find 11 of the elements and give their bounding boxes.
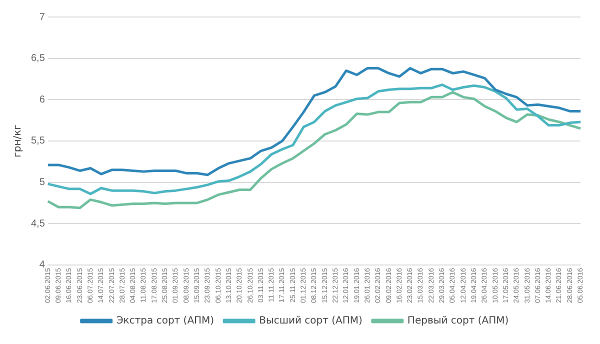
legend-label: Первый сорт (АПМ) xyxy=(407,316,509,327)
y-tick-label: 5 xyxy=(39,177,46,188)
y-tick-label: 4 xyxy=(39,260,46,271)
legend-label: Высший сорт (АПМ) xyxy=(259,316,363,327)
y-axis-title: грн/кг xyxy=(12,124,24,158)
y-tick-label: 6,5 xyxy=(30,53,46,64)
legend-label: Экстра сорт (АПМ) xyxy=(116,316,214,327)
y-tick-label: 6 xyxy=(39,94,46,106)
y-tick-label: 5,5 xyxy=(30,136,46,147)
y-tick-label: 4,5 xyxy=(30,218,46,230)
y-tick-label: 7 xyxy=(39,12,46,23)
